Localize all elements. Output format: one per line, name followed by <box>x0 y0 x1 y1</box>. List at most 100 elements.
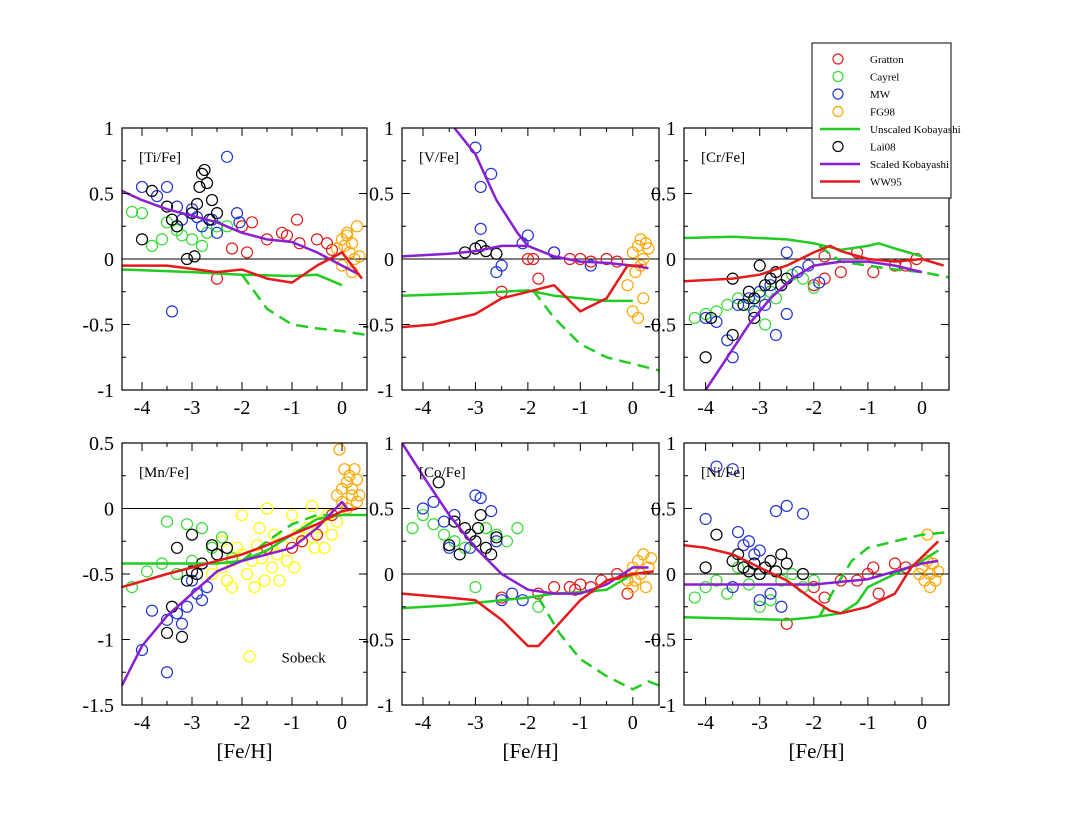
annotation-label: Sobeck <box>282 651 327 667</box>
point-lai08 <box>135 233 149 246</box>
point-mw <box>175 617 189 630</box>
y-tick-label: -0.5 <box>82 315 114 337</box>
x-tick-label: -1 <box>572 712 589 734</box>
legend-label-scaled-kobayashi: Scaled Kobayashi <box>870 159 949 171</box>
plot-area <box>402 443 659 691</box>
point-fg98 <box>923 580 937 594</box>
point-gratton <box>285 541 299 554</box>
point-cayrel <box>699 580 712 594</box>
point-fg98 <box>631 311 645 325</box>
point-gratton <box>568 583 582 596</box>
point-fg98 <box>932 565 945 578</box>
x-tick-label: -3 <box>467 397 484 419</box>
point-lai08 <box>775 548 788 561</box>
point-fg98 <box>335 259 349 272</box>
point-lai08 <box>180 252 194 266</box>
point-gratton <box>527 252 540 266</box>
point-gratton <box>867 266 880 279</box>
point-lai08 <box>432 476 445 489</box>
y-tick-label: -0.5 <box>362 315 394 337</box>
y-tick-label: 0.5 <box>651 184 676 206</box>
point-mw <box>145 604 159 617</box>
point-sobeck <box>273 574 286 587</box>
x-tick-label: -4 <box>134 397 151 419</box>
y-tick-label: 1 <box>384 433 394 455</box>
x-tick-label: -2 <box>234 712 251 734</box>
point-lai08 <box>448 515 461 528</box>
point-sobeck <box>248 580 261 594</box>
point-gratton <box>245 216 259 229</box>
point-gratton <box>310 233 324 246</box>
x-tick-label: 0 <box>917 397 927 419</box>
x-tick-label: -4 <box>134 712 151 734</box>
point-sobeck <box>285 508 299 522</box>
point-cayrel <box>135 207 149 220</box>
point-gratton <box>240 246 254 259</box>
point-sobeck <box>240 567 254 581</box>
y-tick-label: 0.5 <box>651 499 676 521</box>
line-scaled-kobayashi <box>704 260 923 390</box>
point-fg98 <box>340 226 354 239</box>
point-lai08 <box>699 561 712 574</box>
point-mw <box>742 535 755 548</box>
panel-ni: -4 -3 -2 -1 0 -1 -0.5 0 0.5 1 [Ni/Fe] [Fe/H] <box>644 433 950 763</box>
y-tick-label: 1 <box>666 433 676 455</box>
point-lai08 <box>443 539 456 552</box>
point-mw <box>769 328 783 342</box>
point-lai08 <box>198 163 211 177</box>
legend-label-unscaled-kobayashi: Unscaled Kobayashi <box>870 124 961 136</box>
point-mw <box>233 216 246 229</box>
x-tick-label: -2 <box>520 397 537 419</box>
line-unscaled-kobayashi <box>402 289 633 303</box>
point-cayrel <box>145 239 159 252</box>
point-cayrel <box>140 565 154 578</box>
line-ww95 <box>122 507 358 589</box>
line-unscaled-kobayashi-dashed <box>532 289 659 372</box>
point-lai08 <box>220 541 234 554</box>
legend-marker-cayrel <box>832 70 844 83</box>
legend-label-lai08: Lai08 <box>870 142 896 154</box>
point-sobeck <box>268 528 281 541</box>
x-axis-title: [Fe/H] <box>789 739 845 763</box>
point-lai08 <box>185 528 199 541</box>
point-lai08 <box>200 176 214 190</box>
x-tick-label: -2 <box>520 712 537 734</box>
point-mw <box>416 502 430 515</box>
y-tick-label: 1 <box>666 118 676 140</box>
point-cayrel <box>416 508 430 522</box>
point-cayrel <box>807 574 820 587</box>
point-gratton <box>521 252 534 266</box>
x-tick-label: -2 <box>234 397 251 419</box>
legend-marker-gratton <box>832 53 844 65</box>
y-tick-label: 0 <box>104 249 114 271</box>
line-scaled-kobayashi <box>684 559 939 586</box>
point-mw <box>813 276 826 289</box>
point-mw <box>548 246 561 259</box>
x-tick-label: -2 <box>805 712 822 734</box>
point-gratton <box>780 617 793 630</box>
point-cayrel <box>180 518 194 531</box>
panel-mn: -4 -3 -2 -1 0 -1.5 -1 -0.5 0 0.5 [Mn/Fe] [Fe/H] Sobe… <box>82 433 368 763</box>
x-tick-label: -3 <box>184 712 201 734</box>
x-tick-label: -3 <box>751 397 768 419</box>
point-cayrel <box>710 574 723 587</box>
line-ww95 <box>684 540 940 615</box>
point-gratton <box>610 255 624 268</box>
point-fg98 <box>350 473 364 486</box>
point-mw <box>195 594 209 607</box>
panel-label: [Cr/Fe] <box>701 150 745 166</box>
annotation-marker <box>243 650 256 663</box>
point-mw <box>780 246 793 259</box>
point-fg98 <box>639 580 652 594</box>
point-fg98 <box>645 552 658 565</box>
point-fg98 <box>353 489 366 502</box>
point-mw <box>195 220 209 233</box>
point-lai08 <box>737 298 750 311</box>
point-cayrel <box>721 298 734 311</box>
line-ww95 <box>402 264 644 329</box>
legend-label-cayrel: Cayrel <box>870 72 899 84</box>
plot-area <box>684 460 949 630</box>
point-mw <box>485 505 498 518</box>
point-lai08 <box>170 220 184 233</box>
point-lai08 <box>193 180 206 194</box>
